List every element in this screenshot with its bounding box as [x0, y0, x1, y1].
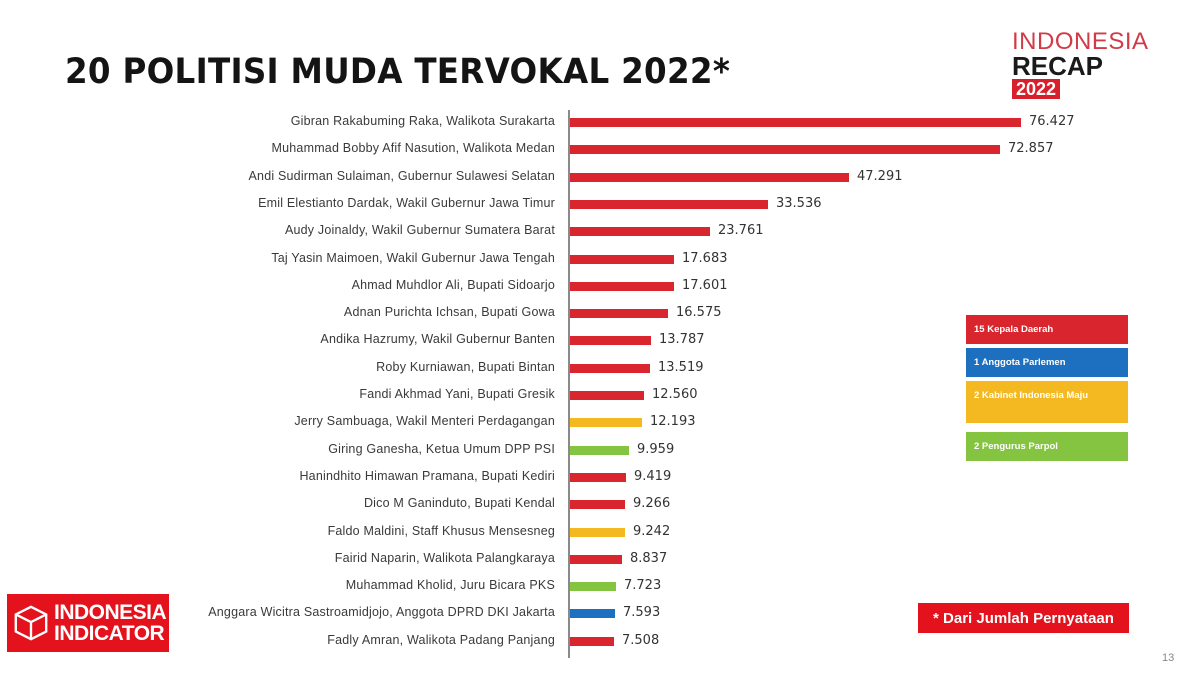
bar — [570, 527, 625, 537]
chart-row: Anggara Wicitra Sastroamidjojo, Anggota … — [0, 603, 1200, 623]
bar-label: Taj Yasin Maimoen, Wakil Gubernur Jawa T… — [271, 250, 555, 265]
bar-label: Emil Elestianto Dardak, Wakil Gubernur J… — [258, 195, 555, 210]
y-axis-line — [568, 110, 570, 658]
chart-row: Adnan Purichta Ichsan, Bupati Gowa 16.575 — [0, 303, 1200, 323]
bar-label: Jerry Sambuaga, Wakil Menteri Perdaganga… — [294, 414, 555, 429]
bar-value: 13.787 — [659, 332, 705, 348]
bar-label: Adnan Purichta Ichsan, Bupati Gowa — [343, 305, 555, 320]
chart-row: Fairid Naparin, Walikota Palangkaraya 8.8… — [0, 549, 1200, 569]
chart-row: Roby Kurniawan, Bupati Bintan 13.519 — [0, 358, 1200, 378]
bar — [570, 336, 651, 346]
bar — [570, 609, 615, 619]
bar-label: Ahmad Muhdlor Ali, Bupati Sidoarjo — [351, 277, 555, 292]
logo-line1: INDONESIA — [54, 601, 167, 624]
chart-row: Audy Joinaldy, Wakil Gubernur Sumatera B… — [0, 221, 1200, 241]
bar-value: 12.193 — [650, 414, 696, 430]
indonesia-indicator-logo: INDONESIA INDICATOR — [7, 594, 169, 652]
bar-value: 8.837 — [630, 550, 668, 566]
bar — [570, 418, 642, 428]
bar-value: 7.508 — [622, 632, 660, 648]
recap-logo-line1: INDONESIA — [1012, 28, 1149, 55]
chart-row: Dico M Ganinduto, Bupati Kendal 9.266 — [0, 494, 1200, 514]
bar — [570, 145, 1000, 155]
bar-label: Muhammad Bobby Afif Nasution, Walikota M… — [271, 141, 555, 156]
legend-item: 2 Pengurus Parpol — [966, 432, 1128, 461]
bar-value: 72.857 — [1008, 141, 1054, 157]
bar-value: 12.560 — [652, 387, 698, 402]
bar — [570, 472, 626, 482]
bar-label: Andi Sudirman Sulaiman, Gubernur Sulawes… — [248, 168, 555, 183]
bar-label: Fadly Amran, Walikota Padang Panjang — [327, 632, 555, 647]
bar — [570, 582, 616, 592]
legend-item: 15 Kepala Daerah — [966, 315, 1128, 344]
chart-row: Emil Elestianto Dardak, Wakil Gubernur J… — [0, 194, 1200, 214]
chart-row: Taj Yasin Maimoen, Wakil Gubernur Jawa T… — [0, 249, 1200, 269]
bar-value: 17.683 — [682, 250, 728, 266]
bar-label: Gibran Rakabuming Raka, Walikota Surakar… — [290, 114, 555, 128]
bar — [570, 172, 849, 182]
chart-title: 20 POLITISI MUDA TERVOKAL 2022* — [65, 52, 731, 92]
chart-row: Muhammad Kholid, Juru Bicara PKS 7.723 — [0, 576, 1200, 596]
bar — [570, 309, 668, 319]
bar-value: 17.601 — [682, 277, 728, 293]
legend-item: 1 Anggota Parlemen — [966, 348, 1128, 377]
chart-row: Gibran Rakabuming Raka, Walikota Surakar… — [0, 112, 1200, 132]
logo-line2: INDICATOR — [54, 622, 165, 645]
chart-row: Fandi Akhmad Yani, Bupati Gresik 12.560 — [0, 385, 1200, 405]
bar-value: 9.266 — [633, 496, 671, 512]
bar-label: Faldo Maldini, Staff Khusus Mensesneg — [327, 523, 555, 538]
chart-legend: 15 Kepala Daerah 1 Anggota Parlemen 2 Kabi… — [966, 315, 1128, 465]
chart-row: Hanindhito Himawan Pramana, Bupati Kedir… — [0, 467, 1200, 487]
bar-value: 9.419 — [634, 468, 672, 484]
chart-row: Andi Sudirman Sulaiman, Gubernur Sulawes… — [0, 167, 1200, 187]
bar — [570, 227, 710, 237]
bar-value: 47.291 — [857, 168, 903, 184]
bar-label: Giring Ganesha, Ketua Umum DPP PSI — [328, 441, 555, 456]
bar-label: Hanindhito Himawan Pramana, Bupati Kedir… — [299, 468, 555, 483]
bar — [570, 554, 622, 564]
indonesia-recap-logo: INDONESIA RECAP 2022 — [1012, 30, 1172, 100]
bar-value: 33.536 — [776, 195, 822, 211]
bar-value: 9.242 — [633, 523, 671, 539]
page-number: 13 — [1162, 652, 1175, 664]
cube-logo-icon — [14, 605, 48, 641]
bar-label: Anggara Wicitra Sastroamidjojo, Anggota … — [208, 605, 555, 620]
bar — [570, 118, 1021, 127]
bar-label: Roby Kurniawan, Bupati Bintan — [376, 359, 555, 374]
bar — [570, 445, 629, 455]
bar-label: Muhammad Kholid, Juru Bicara PKS — [345, 578, 555, 593]
bar — [570, 281, 674, 291]
bar — [570, 199, 768, 209]
chart-row: Ahmad Muhdlor Ali, Bupati Sidoarjo 17.601 — [0, 276, 1200, 296]
bar-label: Audy Joinaldy, Wakil Gubernur Sumatera B… — [284, 223, 555, 238]
chart-row: Andika Hazrumy, Wakil Gubernur Banten 13.… — [0, 330, 1200, 350]
legend-item: 2 Kabinet Indonesia Maju — [966, 381, 1128, 423]
bar-value: 76.427 — [1029, 114, 1075, 129]
footnote-badge: * Dari Jumlah Pernyataan — [918, 603, 1129, 633]
bar-value: 16.575 — [676, 305, 722, 321]
chart-row: Jerry Sambuaga, Wakil Menteri Perdaganga… — [0, 412, 1200, 432]
bar-value: 7.593 — [623, 605, 661, 621]
bar — [570, 500, 625, 510]
bar — [570, 254, 674, 264]
bar — [570, 636, 614, 646]
recap-logo-year: 2022 — [1012, 79, 1061, 99]
recap-logo-line2: RECAP — [1012, 51, 1104, 81]
bar-label: Fairid Naparin, Walikota Palangkaraya — [334, 550, 555, 565]
bar-label: Andika Hazrumy, Wakil Gubernur Banten — [320, 332, 555, 347]
bar-label: Dico M Ganinduto, Bupati Kendal — [363, 496, 555, 511]
chart-row: Giring Ganesha, Ketua Umum DPP PSI 9.959 — [0, 440, 1200, 460]
bar — [570, 391, 644, 400]
bar-value: 23.761 — [718, 223, 764, 239]
bar-value: 13.519 — [658, 359, 704, 375]
chart-row: Faldo Maldini, Staff Khusus Mensesneg 9.2… — [0, 522, 1200, 542]
bar-value: 7.723 — [624, 578, 662, 594]
bar — [570, 363, 650, 373]
chart-row: Muhammad Bobby Afif Nasution, Walikota M… — [0, 139, 1200, 159]
chart-row: Fadly Amran, Walikota Padang Panjang 7.50… — [0, 631, 1200, 651]
bar-label: Fandi Akhmad Yani, Bupati Gresik — [359, 387, 555, 401]
bar-value: 9.959 — [637, 441, 675, 457]
